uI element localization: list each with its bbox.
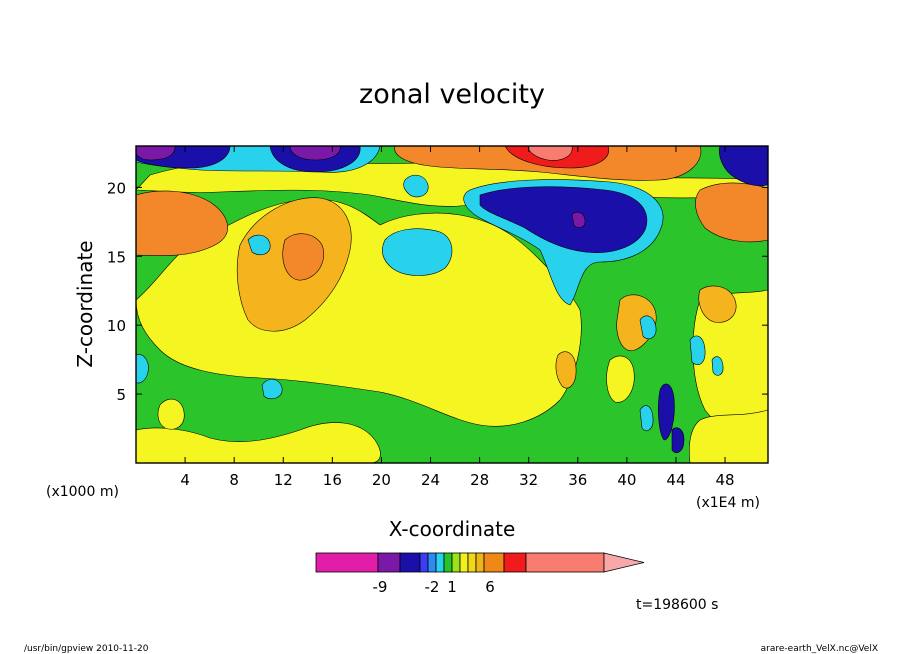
region-yellow-lower — [136, 422, 381, 463]
y-axis-label: Z-coordinate — [73, 240, 97, 367]
x-tick-label: 44 — [666, 471, 685, 489]
x-tick-label: 40 — [617, 471, 636, 489]
colorbar-tick-label: -2 — [425, 578, 440, 596]
plot-frame — [135, 145, 769, 464]
colorbar-segment — [459, 552, 469, 573]
x-tick-label: 8 — [229, 471, 239, 489]
y-tick-label: 20 — [107, 179, 126, 197]
x-tick-label: 32 — [519, 471, 538, 489]
region-purple-right-center — [571, 211, 586, 229]
x-unit-left: (x1000 m) — [46, 484, 119, 500]
colorbar-segment — [377, 552, 401, 573]
region-cyan-middle — [382, 228, 453, 276]
x-tick-label: 12 — [274, 471, 293, 489]
colorbar-segment — [427, 552, 437, 573]
region-noisy-band — [606, 285, 737, 453]
x-tick-label: 36 — [568, 471, 587, 489]
y-tick-label: 5 — [116, 386, 126, 404]
x-tick-label: 4 — [180, 471, 190, 489]
region-orange-yellow-small — [555, 351, 577, 389]
region-yellow-small-lower — [157, 398, 185, 430]
x-axis-label: X-coordinate — [389, 517, 516, 541]
x-axis-ticks: 4 8 12 16 20 24 28 32 36 40 44 48 — [180, 146, 735, 489]
colorbar-segment — [435, 552, 445, 573]
colorbar-segment — [443, 552, 453, 573]
region-cyan-left — [247, 234, 271, 256]
colorbar-segment — [399, 552, 421, 573]
footer-left: /usr/bin/gpview 2010-11-20 — [24, 644, 149, 654]
region-orange-left — [136, 190, 229, 257]
region-orange-center — [282, 233, 324, 281]
colorbar-segment — [419, 552, 429, 573]
x-tick-label: 24 — [421, 471, 440, 489]
x-unit-right: (x1E4 m) — [696, 495, 760, 511]
region-purple-top-center — [289, 146, 341, 161]
region-orange-right — [695, 182, 768, 243]
colorbar-segment — [483, 552, 505, 573]
colorbar-segment — [525, 552, 605, 573]
region-cyan-lower — [261, 379, 283, 400]
region-blue-right-center — [479, 186, 648, 253]
y-tick-label: 15 — [107, 248, 126, 266]
colorbar — [315, 552, 645, 573]
x-tick-label: 28 — [470, 471, 489, 489]
region-purple-top-left — [136, 146, 176, 161]
time-label: t=198600 s — [636, 597, 718, 613]
y-axis-ticks: 5 10 15 20 — [107, 179, 768, 404]
colorbar-tick-labels: -9 -2 1 6 — [373, 578, 495, 596]
colorbar-segment — [315, 552, 379, 573]
region-yellow-small-right — [689, 409, 768, 463]
x-tick-label: 16 — [323, 471, 342, 489]
contour-field — [136, 146, 768, 463]
region-cyan-edge — [136, 354, 149, 384]
colorbar-tick-label: -9 — [373, 578, 388, 596]
colorbar-segment — [467, 552, 477, 573]
region-blue-right-top — [718, 146, 768, 187]
colorbar-tick-label: 6 — [485, 578, 495, 596]
region-pink-top — [527, 146, 573, 161]
x-tick-label: 48 — [716, 471, 735, 489]
colorbar-segment — [475, 552, 485, 573]
y-tick-label: 10 — [107, 317, 126, 335]
chart-title: zonal velocity — [359, 79, 545, 110]
colorbar-arrow — [603, 552, 645, 573]
colorbar-tick-label: 1 — [447, 578, 457, 596]
colorbar-segment — [503, 552, 527, 573]
region-cyan-top-middle — [403, 174, 429, 198]
colorbar-segment — [451, 552, 461, 573]
footer-right: arare-earth_VelX.nc@VelX — [761, 644, 878, 654]
x-tick-label: 20 — [372, 471, 391, 489]
